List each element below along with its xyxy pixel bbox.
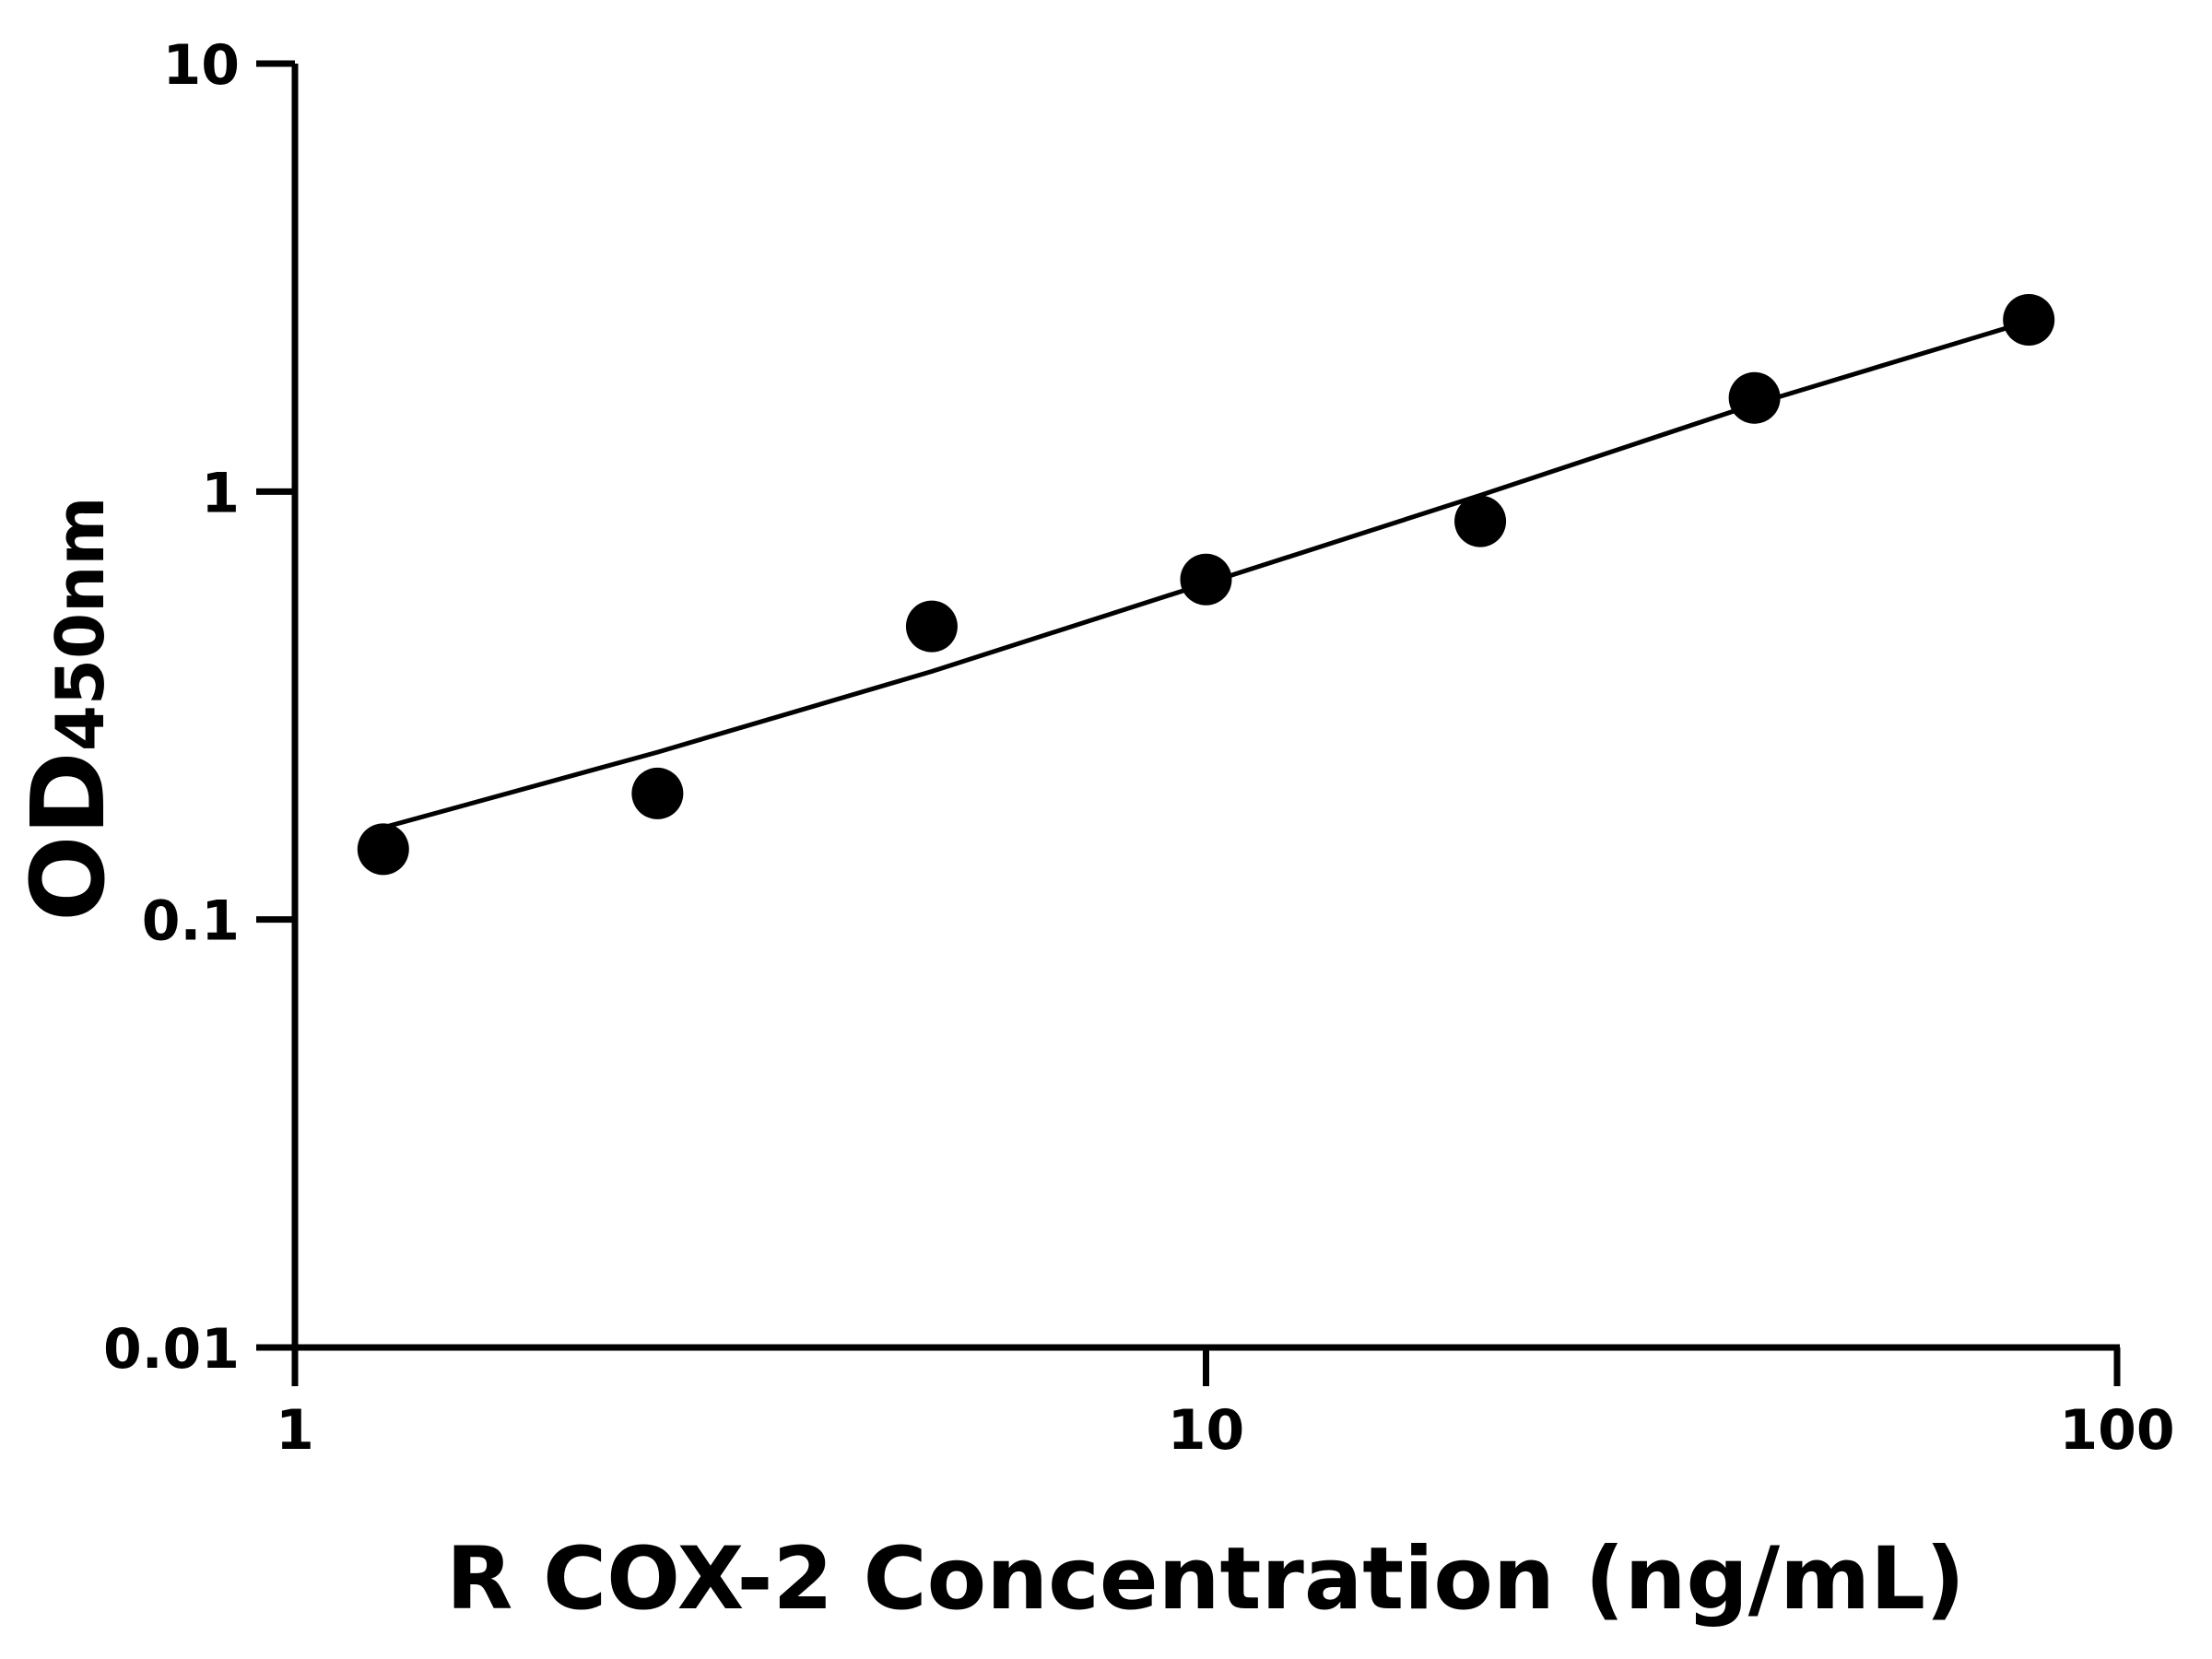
x-tick-label: 10 <box>1168 1398 1245 1463</box>
data-point <box>1180 553 1232 606</box>
y-tick-label: 0.1 <box>142 889 240 954</box>
y-tick-label: 0.01 <box>103 1317 240 1382</box>
data-point <box>1728 371 1781 424</box>
y-axis-label: OD450nm <box>9 497 127 922</box>
y-tick-label: 1 <box>201 461 240 525</box>
svg-text:OD450nm: OD450nm <box>9 497 127 922</box>
x-axis-label: R COX-2 Concentration (ng/mL) <box>446 1529 1965 1630</box>
data-point <box>631 767 684 819</box>
y-axis-label-sub: 450nm <box>41 497 119 752</box>
x-tick-label: 1 <box>276 1398 314 1463</box>
data-point <box>2003 293 2055 346</box>
y-axis-label-main: OD <box>9 751 127 922</box>
data-point <box>905 600 958 653</box>
data-point <box>1454 495 1507 547</box>
y-tick-label: 10 <box>163 33 241 98</box>
ticks: 1 10 100 0.01 0.1 1 10 <box>103 33 2175 1463</box>
data-point <box>357 823 409 876</box>
axes <box>291 64 2120 1351</box>
data-points <box>357 293 2055 876</box>
x-tick-label: 100 <box>2059 1398 2174 1463</box>
